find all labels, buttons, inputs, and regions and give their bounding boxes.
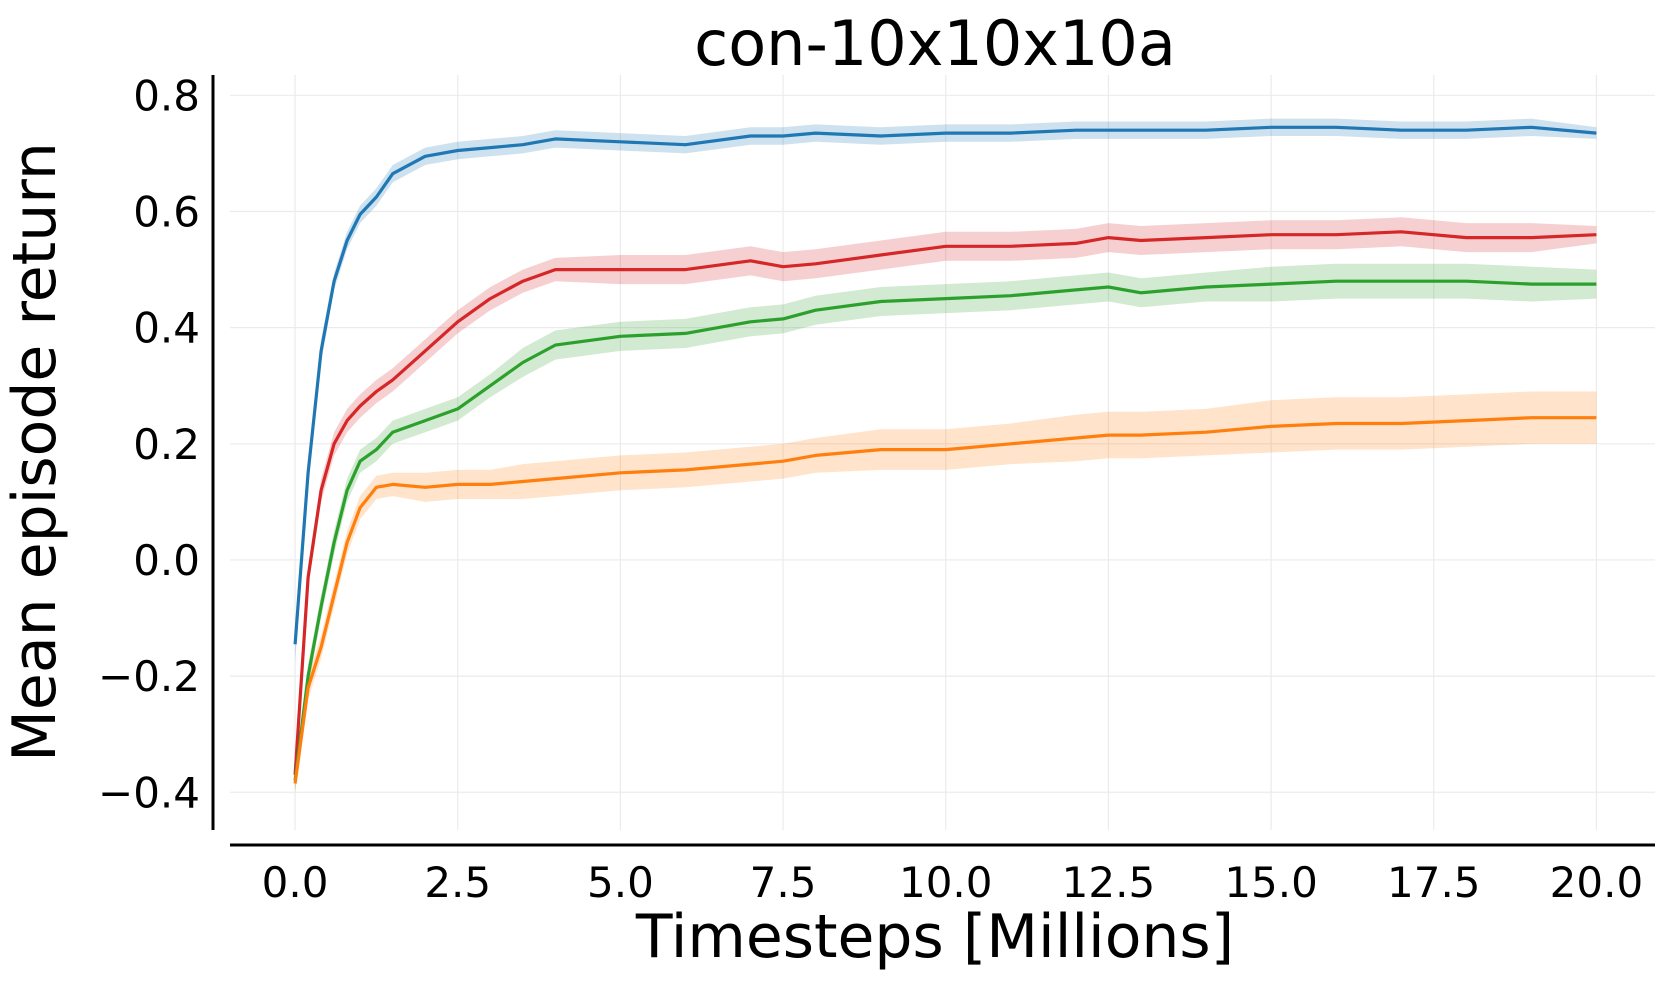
- x-tick-label: 2.5: [424, 858, 491, 907]
- series-line-orange: [293, 416, 1597, 784]
- x-axis-label: Timesteps [Millions]: [635, 902, 1234, 972]
- y-tick-label: 0.6: [133, 187, 200, 236]
- x-tick-label: 12.5: [1062, 858, 1156, 907]
- y-tick-label: −0.2: [98, 652, 200, 701]
- confidence-bands: [295, 118, 1597, 793]
- y-tick-label: 0.0: [133, 536, 200, 585]
- y-tick-label: 0.4: [133, 304, 200, 353]
- x-tick-label: 7.5: [750, 858, 817, 907]
- grid-lines: [230, 75, 1655, 830]
- chart-title: con-10x10x10a: [694, 7, 1176, 80]
- y-tick-label: −0.4: [98, 768, 200, 817]
- y-tick-labels: −0.4 −0.2 0.0 0.2 0.4 0.6 0.8: [98, 71, 200, 817]
- x-tick-label: 20.0: [1550, 858, 1644, 907]
- x-tick-labels: 0.0 2.5 5.0 7.5 10.0 12.5 15.0 17.5 20.0: [262, 858, 1644, 907]
- x-tick-label: 17.5: [1387, 858, 1481, 907]
- x-tick-label: 5.0: [587, 858, 654, 907]
- series-lines: [293, 125, 1597, 784]
- y-tick-label: 0.8: [133, 71, 200, 120]
- series-line-green: [293, 279, 1597, 781]
- series-line-red: [293, 230, 1597, 775]
- x-tick-label: 10.0: [899, 858, 993, 907]
- y-tick-label: 0.2: [133, 420, 200, 469]
- band-orange: [295, 391, 1597, 793]
- x-tick-label: 0.0: [262, 858, 329, 907]
- x-tick-label: 15.0: [1224, 858, 1318, 907]
- y-axis-label: Mean episode return: [0, 142, 70, 762]
- series-line-blue: [293, 125, 1597, 645]
